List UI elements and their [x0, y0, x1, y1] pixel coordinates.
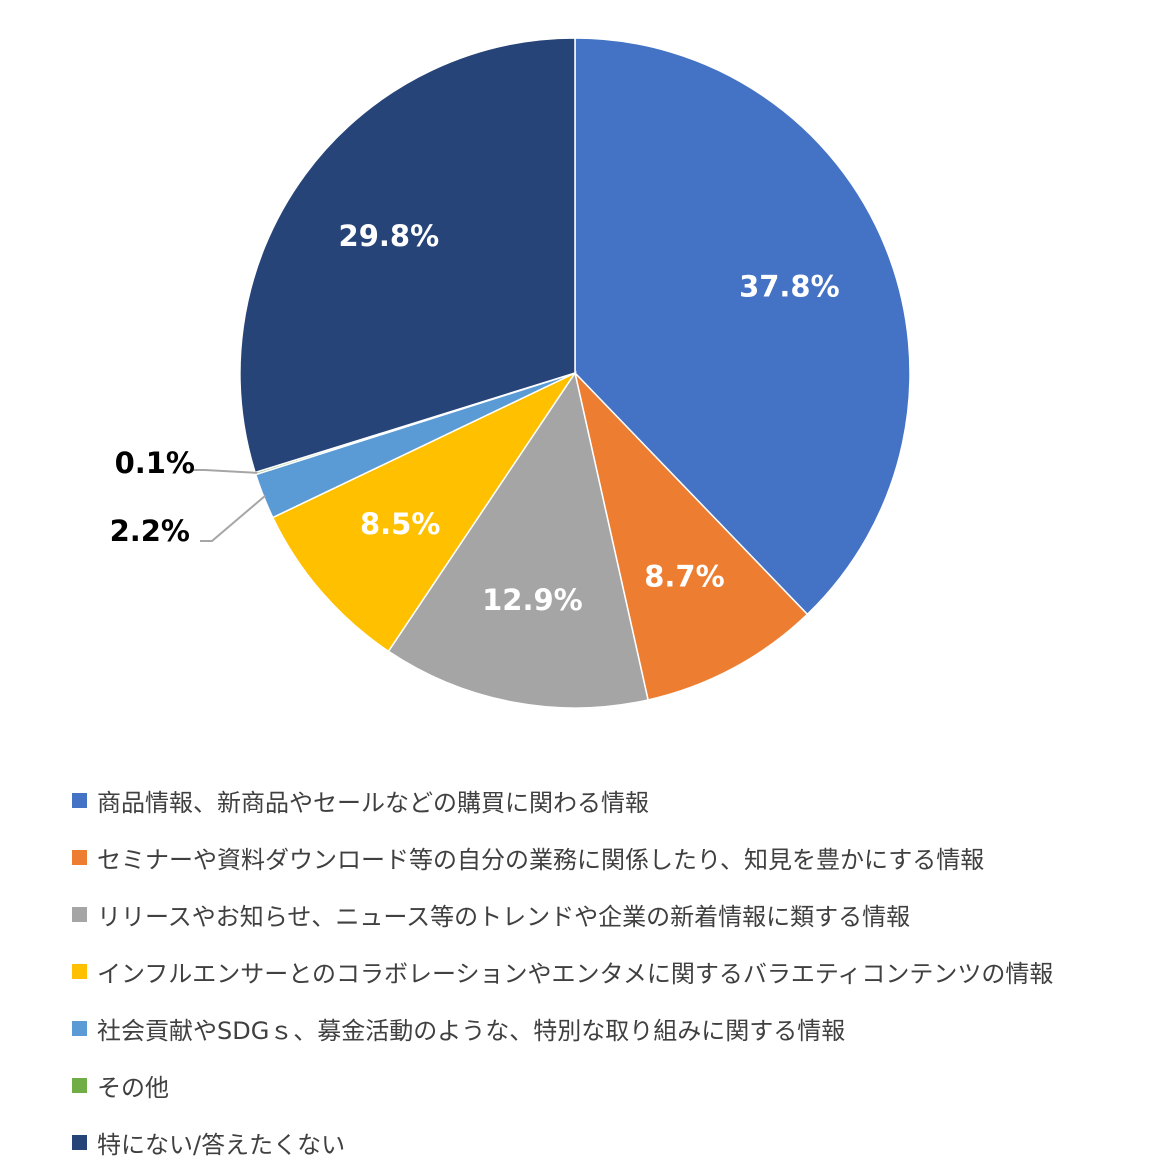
- legend-swatch-6: [72, 1078, 87, 1093]
- leader-lines: [193, 469, 267, 542]
- data-label-5: 2.2%: [110, 514, 190, 548]
- legend-label-6: その他: [97, 1074, 169, 1102]
- pie-slice-2: [573, 370, 809, 701]
- data-label-6: 0.1%: [115, 446, 195, 480]
- pie-slice-3: [387, 371, 649, 709]
- legend-label-2: セミナーや資料ダウンロード等の自分の業務に関係したり、知見を豊かにする情報: [97, 846, 985, 874]
- legend-swatch-3: [72, 907, 87, 922]
- legend-swatch-1: [72, 793, 87, 808]
- legend-label-4: インフルエンサーとのコラボレーションやエンタメに関するバラエティコンテンツの情報: [97, 960, 1054, 988]
- legend-swatch-2: [72, 850, 87, 865]
- legend-label-1: 商品情報、新商品やセールなどの購買に関わる情報: [97, 789, 649, 817]
- data-label-7: 29.8%: [339, 219, 440, 253]
- data-label-3: 12.9%: [482, 583, 583, 617]
- legend-swatch-7: [72, 1135, 87, 1150]
- legend-item-3: リリースやお知らせ、ニュース等のトレンドや企業の新着情報に類する情報: [72, 886, 1053, 943]
- data-labels: 37.8% 8.7% 12.9% 8.5% 2.2% 0.1% 29.8%: [110, 219, 840, 617]
- legend-item-6: その他: [72, 1057, 1053, 1114]
- legend-label-5: 社会貢献やSDGｓ、募金活動のような、特別な取り組みに関する情報: [97, 1017, 846, 1045]
- legend-swatch-5: [72, 1021, 87, 1036]
- pie-slice-4: [271, 371, 578, 653]
- pie-slices: [239, 37, 911, 709]
- data-label-4: 8.5%: [360, 507, 440, 541]
- legend-item-1: 商品情報、新商品やセールなどの購買に関わる情報: [72, 772, 1053, 829]
- legend-item-5: 社会貢献やSDGｓ、募金活動のような、特別な取り組みに関する情報: [72, 1000, 1053, 1057]
- legend-label-3: リリースやお知らせ、ニュース等のトレンドや企業の新着情報に類する情報: [97, 903, 911, 931]
- chart-legend: 商品情報、新商品やセールなどの購買に関わる情報セミナーや資料ダウンロード等の自分…: [72, 772, 1053, 1171]
- legend-item-2: セミナーや資料ダウンロード等の自分の業務に関係したり、知見を豊かにする情報: [72, 829, 1053, 886]
- legend-label-7: 特にない/答えたくない: [97, 1131, 346, 1159]
- legend-swatch-4: [72, 964, 87, 979]
- data-label-1: 37.8%: [739, 270, 840, 304]
- leader-line-6: [193, 469, 258, 474]
- pie-slice-7: [239, 37, 576, 474]
- legend-item-7: 特にない/答えたくない: [72, 1114, 1053, 1171]
- leader-line-5: [200, 494, 267, 542]
- data-label-2: 8.7%: [644, 560, 724, 594]
- pie-slice-1: [574, 37, 911, 616]
- legend-item-4: インフルエンサーとのコラボレーションやエンタメに関するバラエティコンテンツの情報: [72, 943, 1053, 1000]
- pie-chart: 37.8% 8.7% 12.9% 8.5% 2.2% 0.1% 29.8%: [110, 37, 911, 709]
